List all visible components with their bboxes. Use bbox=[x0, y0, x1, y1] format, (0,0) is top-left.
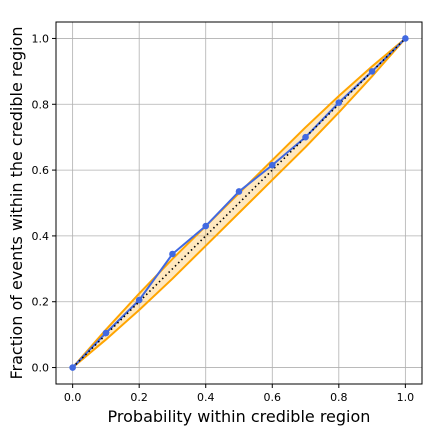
series-points bbox=[69, 35, 409, 371]
pp-plot-point bbox=[402, 35, 409, 42]
pp-plot-point bbox=[235, 188, 243, 195]
confidence-band-lower bbox=[71, 37, 407, 369]
x-tick-label: 1.0 bbox=[397, 391, 415, 404]
y-tick-label: 0.4 bbox=[32, 230, 50, 243]
x-tick-label: 0.8 bbox=[330, 391, 348, 404]
pp-plot-point bbox=[268, 161, 276, 169]
y-tick-label: 0.2 bbox=[32, 296, 50, 309]
y-tick-label: 0.0 bbox=[32, 362, 50, 375]
pp-plot-point bbox=[135, 296, 143, 304]
diagonal-reference-line bbox=[72, 37, 406, 369]
pp-plot-point bbox=[169, 250, 176, 258]
pp-plot-point bbox=[368, 68, 376, 75]
pp-plot-point bbox=[69, 364, 76, 371]
pp-plot-point bbox=[202, 222, 210, 230]
y-tick-label: 0.8 bbox=[32, 98, 50, 111]
y-axis-ticks: 0.0 0.2 0.4 0.6 0.8 1.0 bbox=[32, 32, 56, 375]
pp-plot-point bbox=[302, 133, 309, 141]
pp-plot-point bbox=[335, 99, 343, 106]
x-axis-label: Probability within credible region bbox=[108, 407, 371, 426]
pp-plot-point bbox=[102, 329, 110, 337]
x-tick-label: 0.2 bbox=[130, 391, 148, 404]
grid bbox=[56, 22, 422, 384]
y-axis-label: Fraction of events within the credible r… bbox=[7, 26, 26, 379]
x-tick-label: 0.6 bbox=[264, 391, 282, 404]
plot-frame bbox=[55, 21, 423, 385]
x-tick-label: 0.4 bbox=[197, 391, 215, 404]
x-tick-label: 0.0 bbox=[64, 391, 82, 404]
y-tick-label: 1.0 bbox=[32, 32, 50, 45]
x-axis-ticks: 0.0 0.2 0.4 0.6 0.8 1.0 bbox=[64, 384, 414, 404]
y-tick-label: 0.6 bbox=[32, 164, 50, 177]
